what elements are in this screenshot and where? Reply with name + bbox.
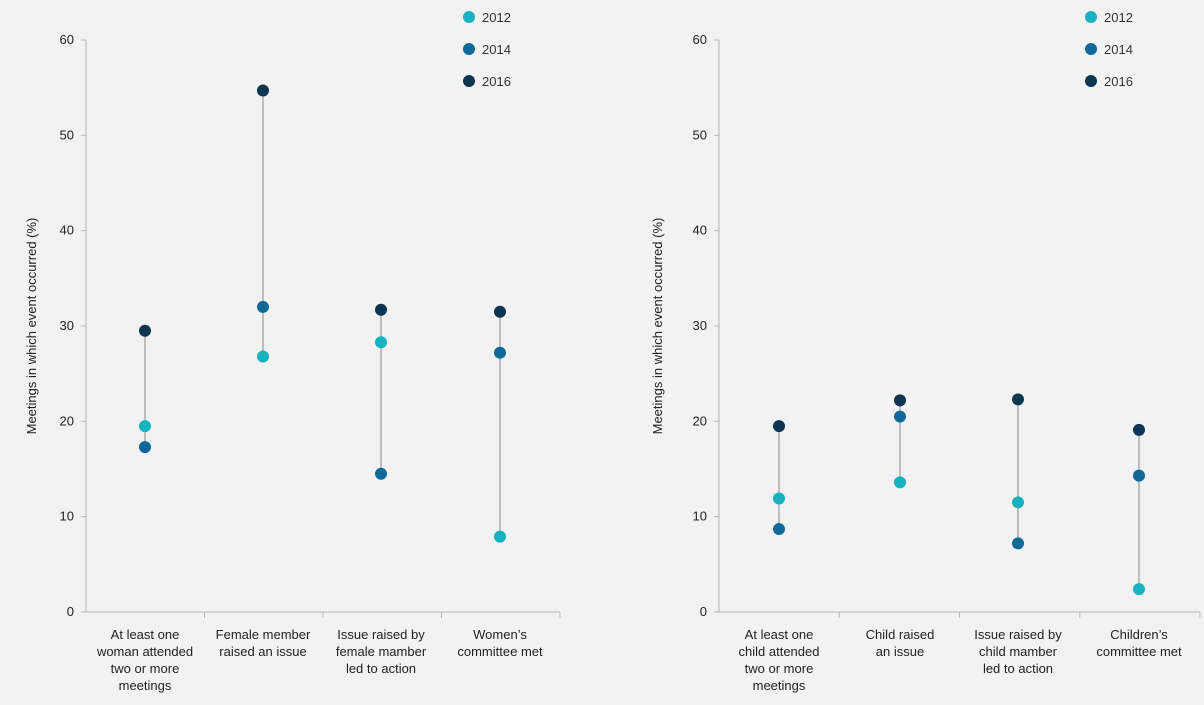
category-label: At least one child attended two or more mee… [739, 627, 820, 693]
category-label-line: meetings [119, 678, 172, 693]
y-tick-label: 50 [60, 127, 74, 142]
data-point-2012 [375, 336, 387, 349]
data-point-2016 [894, 394, 906, 407]
legend-label: 2012 [482, 10, 511, 25]
category-label: Women’s committee met [457, 627, 543, 659]
data-point-2016 [375, 303, 387, 316]
data-point-2012 [257, 350, 269, 363]
legend-marker-2016 [463, 75, 475, 87]
data-point-2012 [1133, 583, 1145, 596]
y-tick-label: 10 [60, 509, 74, 524]
y-tick-label: 20 [60, 413, 74, 428]
category-label: At least one woman attended two or more mee… [96, 627, 193, 693]
category-label-line: child attended [739, 644, 820, 659]
category-label: Children’s committee met [1096, 627, 1182, 659]
data-point-2016 [139, 324, 151, 337]
category-label-line: Children’s [1110, 627, 1168, 642]
data-point-2014 [139, 441, 151, 454]
chart-panel-1: 0 10 20 30 40 50 60 Meetings in which event occ… [24, 10, 561, 693]
category-label-line: Issue raised by [974, 627, 1062, 642]
data-point-2016 [257, 84, 269, 97]
data-point-2012 [494, 530, 506, 543]
category-label-line: meetings [753, 678, 806, 693]
category-label-line: committee met [1096, 644, 1182, 659]
legend-marker-2016 [1085, 75, 1097, 87]
legend-label: 2016 [1104, 74, 1133, 89]
legend-marker-2012 [1085, 11, 1097, 23]
y-tick-label: 60 [60, 32, 74, 47]
category-label-line: two or more [111, 661, 180, 676]
data-point-2012 [139, 420, 151, 433]
category-label-line: At least one [745, 627, 814, 642]
y-axis-title: Meetings in which event occurred (%) [24, 218, 39, 435]
data-point-2012 [894, 476, 906, 489]
category-label-line: Child raised [866, 627, 935, 642]
data-point-2012 [1012, 496, 1024, 509]
y-tick-label: 40 [60, 223, 74, 238]
data-point-2014 [773, 523, 785, 536]
legend-label: 2014 [1104, 42, 1133, 57]
category-label-line: woman attended [96, 644, 193, 659]
category-label: Issue raised by child mamber led to action [974, 627, 1062, 676]
data-point-2016 [494, 305, 506, 318]
category-label-line: At least one [111, 627, 180, 642]
category-label-line: Women’s [473, 627, 527, 642]
y-tick-label: 20 [693, 413, 707, 428]
data-point-2016 [1012, 393, 1024, 406]
y-tick-label: 50 [693, 127, 707, 142]
category-label-line: an issue [876, 644, 924, 659]
category-label-line: led to action [346, 661, 416, 676]
legend-marker-2014 [463, 43, 475, 55]
category-label-line: led to action [983, 661, 1053, 676]
y-tick-label: 10 [693, 509, 707, 524]
legend-marker-2012 [463, 11, 475, 23]
y-tick-label: 0 [700, 604, 707, 619]
category-label: Female member raised an issue [216, 627, 311, 659]
y-tick-label: 60 [693, 32, 707, 47]
category-label-line: two or more [745, 661, 814, 676]
y-tick-label: 30 [60, 318, 74, 333]
data-point-2014 [894, 410, 906, 423]
legend-label: 2014 [482, 42, 511, 57]
legend-label: 2016 [482, 74, 511, 89]
category-label-line: Issue raised by [337, 627, 425, 642]
data-point-2014 [375, 467, 387, 480]
chart-panel-2: 0 10 20 30 40 50 60 Meetings in which event occ… [650, 10, 1201, 693]
legend-label: 2012 [1104, 10, 1133, 25]
category-label-line: female mamber [336, 644, 427, 659]
data-point-2014 [1133, 469, 1145, 482]
data-point-2014 [1012, 537, 1024, 550]
category-label: Issue raised by female mamber led to actio… [336, 627, 427, 676]
legend-marker-2014 [1085, 43, 1097, 55]
data-point-2014 [494, 346, 506, 359]
category-label: Child raised an issue [866, 627, 935, 659]
category-label-line: raised an issue [219, 644, 306, 659]
category-label-line: child mamber [979, 644, 1058, 659]
data-point-2016 [773, 420, 785, 433]
y-tick-label: 0 [67, 604, 74, 619]
y-axis-title: Meetings in which event occurred (%) [650, 218, 665, 435]
data-point-2016 [1133, 423, 1145, 436]
category-label-line: Female member [216, 627, 311, 642]
category-label-line: committee met [457, 644, 543, 659]
y-tick-label: 30 [693, 318, 707, 333]
data-point-2012 [773, 492, 785, 505]
y-tick-label: 40 [693, 223, 707, 238]
data-point-2014 [257, 300, 269, 313]
